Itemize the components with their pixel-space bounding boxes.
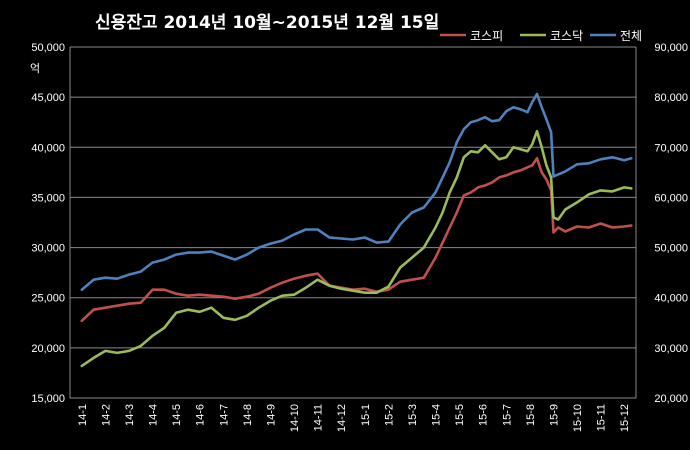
x-tick-label: 14-6 <box>195 404 207 426</box>
x-tick-label: 14-9 <box>265 404 277 426</box>
right-tick-label: 30,000 <box>654 343 688 355</box>
x-tick-label: 15-10 <box>572 404 584 432</box>
right-tick-label: 70,000 <box>654 142 688 154</box>
series-line-전체 <box>80 92 633 292</box>
left-tick-label: 25,000 <box>31 293 65 305</box>
x-tick-label: 14-11 <box>313 404 325 431</box>
right-tick-label: 50,000 <box>654 243 688 255</box>
x-tick-label: 14-2 <box>100 404 112 426</box>
right-tick-label: 80,000 <box>654 92 688 104</box>
x-tick-label: 15-7 <box>501 404 513 426</box>
x-tick-label: 15-5 <box>454 404 466 426</box>
left-tick-label: 40,000 <box>31 142 65 154</box>
x-tick-label: 14-5 <box>171 404 183 426</box>
right-axis-tick-labels: 20,000 30,000 40,000 50,000 60,000 70,000 80,0… <box>654 42 688 405</box>
x-tick-label: 15-8 <box>525 404 537 426</box>
series-line-코스닥 <box>80 129 633 368</box>
x-tick-label: 14-1 <box>77 404 89 426</box>
left-tick-label: 20,000 <box>31 343 65 355</box>
legend-label: 전체 <box>620 29 642 43</box>
legend: 코스피 코스닥 전체 <box>440 29 642 43</box>
x-tick-label: 14-4 <box>148 404 160 426</box>
gridlines <box>69 46 637 399</box>
x-tick-label: 15-9 <box>548 404 560 426</box>
right-tick-label: 60,000 <box>654 192 688 204</box>
x-tick-label: 15-4 <box>431 404 443 426</box>
left-tick-label: 45,000 <box>31 92 65 104</box>
x-tick-label: 15-12 <box>619 404 631 432</box>
right-tick-label: 40,000 <box>654 293 688 305</box>
legend-label: 코스닥 <box>550 29 583 43</box>
x-tick-label: 14-7 <box>218 404 230 426</box>
left-axis-tick-labels: 15,000 20,000 25,000 30,000 35,000 40,000 45,0… <box>31 42 65 405</box>
series-lines <box>80 92 633 368</box>
x-tick-label: 15-2 <box>383 404 395 426</box>
left-tick-label: 50,000 <box>31 42 65 54</box>
left-tick-label: 15,000 <box>31 393 65 405</box>
x-tick-label: 14-8 <box>242 404 254 426</box>
chart-title: 신용잔고 2014년 10월~2015년 12월 15일 <box>95 13 439 33</box>
x-tick-label: 15-3 <box>407 404 419 426</box>
series-line-코스피 <box>80 157 633 323</box>
left-tick-label: 35,000 <box>31 192 65 204</box>
right-tick-label: 20,000 <box>654 393 688 405</box>
x-tick-label: 14-3 <box>124 404 136 426</box>
x-tick-label: 15-6 <box>478 404 490 426</box>
left-axis-unit: 억 <box>30 62 40 75</box>
x-tick-label: 15-11 <box>596 404 608 431</box>
legend-label: 코스피 <box>470 29 503 43</box>
x-tick-label: 14-10 <box>289 404 301 432</box>
left-tick-label: 30,000 <box>31 243 65 255</box>
x-axis-tick-labels: 14-1 14-2 14-3 14-4 14-5 14-6 14-7 14-8 14-9 14-1… <box>77 404 631 432</box>
x-tick-label: 14-12 <box>336 404 348 432</box>
right-tick-label: 90,000 <box>654 42 688 54</box>
x-tick-label: 15-1 <box>360 404 372 426</box>
